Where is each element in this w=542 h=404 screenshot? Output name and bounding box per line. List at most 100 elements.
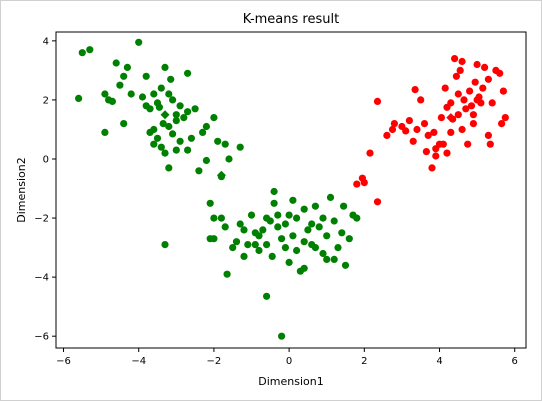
data-point: [390, 120, 398, 128]
data-point: [300, 264, 308, 272]
data-point: [501, 114, 509, 122]
data-point: [268, 252, 276, 260]
data-point: [300, 238, 308, 246]
data-point: [281, 244, 289, 252]
data-point: [223, 270, 231, 278]
x-tick-label: −4: [131, 356, 146, 367]
data-point: [424, 131, 432, 139]
data-point: [255, 246, 263, 255]
data-point: [161, 149, 169, 157]
data-point: [308, 220, 316, 228]
data-point: [184, 146, 192, 154]
data-point: [334, 244, 342, 252]
data-point: [484, 131, 492, 139]
data-point: [315, 223, 323, 231]
data-point: [176, 137, 184, 145]
x-tick-label: 0: [286, 356, 292, 367]
data-point: [255, 232, 263, 240]
data-point: [270, 187, 278, 196]
data-point: [326, 193, 335, 201]
data-point: [184, 108, 192, 116]
data-point: [338, 229, 346, 237]
points-layer: [75, 38, 509, 340]
centroid-marker: [446, 113, 456, 123]
data-point: [323, 255, 331, 263]
data-point: [214, 137, 222, 145]
x-tick-label: −2: [207, 356, 222, 367]
data-point: [172, 146, 180, 154]
data-point: [311, 244, 319, 252]
data-point: [441, 84, 449, 92]
data-point: [157, 84, 165, 92]
data-point: [236, 143, 244, 151]
x-tick-label: 2: [361, 356, 367, 367]
data-point: [263, 292, 271, 300]
data-point: [142, 102, 150, 110]
data-point: [244, 241, 252, 249]
data-point: [345, 235, 353, 243]
data-point: [172, 111, 180, 119]
data-point: [353, 214, 361, 222]
data-point: [217, 214, 225, 222]
data-point: [437, 114, 445, 122]
data-point: [116, 81, 124, 89]
data-point: [165, 122, 173, 131]
x-tick-label: −6: [56, 356, 71, 367]
data-point: [488, 99, 496, 107]
y-axis-label: Dimension2: [15, 157, 28, 222]
data-point: [330, 255, 338, 263]
data-point: [278, 235, 286, 243]
data-point: [157, 143, 165, 151]
data-point: [439, 140, 447, 148]
y-tick-label: −6: [34, 332, 49, 343]
data-point: [259, 226, 267, 234]
data-point: [210, 114, 218, 122]
data-point: [471, 78, 479, 86]
data-point: [184, 69, 192, 77]
data-point: [458, 57, 466, 66]
data-point: [411, 86, 419, 94]
y-tick-label: 0: [43, 154, 49, 165]
data-point: [240, 226, 248, 234]
data-point: [101, 128, 109, 136]
data-point: [167, 75, 175, 83]
data-point: [464, 140, 472, 148]
data-point: [202, 156, 210, 165]
data-point: [300, 205, 308, 213]
data-point: [479, 84, 487, 92]
data-point: [138, 93, 147, 101]
data-point: [142, 72, 150, 80]
data-point: [285, 258, 293, 266]
data-point: [469, 120, 477, 128]
centroid-marker: [160, 110, 170, 120]
data-point: [467, 102, 476, 110]
data-point: [176, 102, 184, 110]
data-point: [323, 232, 331, 240]
data-point: [161, 63, 169, 71]
data-point: [466, 87, 474, 95]
data-point: [155, 103, 163, 111]
x-tick-label: 4: [436, 356, 442, 367]
data-point: [150, 90, 158, 98]
data-point: [496, 69, 504, 77]
data-point: [451, 55, 459, 63]
data-point: [473, 96, 481, 104]
data-point: [383, 131, 391, 139]
data-point: [195, 167, 203, 175]
y-tick-label: −4: [34, 273, 49, 284]
data-point: [135, 38, 143, 46]
data-point: [460, 96, 468, 104]
data-point: [456, 66, 464, 74]
data-point: [293, 246, 301, 255]
data-point: [481, 63, 489, 71]
data-point: [486, 140, 494, 148]
data-point: [263, 241, 271, 249]
data-point: [86, 46, 94, 54]
data-point: [123, 63, 131, 71]
data-point: [285, 211, 293, 219]
data-point: [289, 232, 297, 240]
data-point: [202, 122, 210, 131]
data-point: [443, 103, 451, 111]
